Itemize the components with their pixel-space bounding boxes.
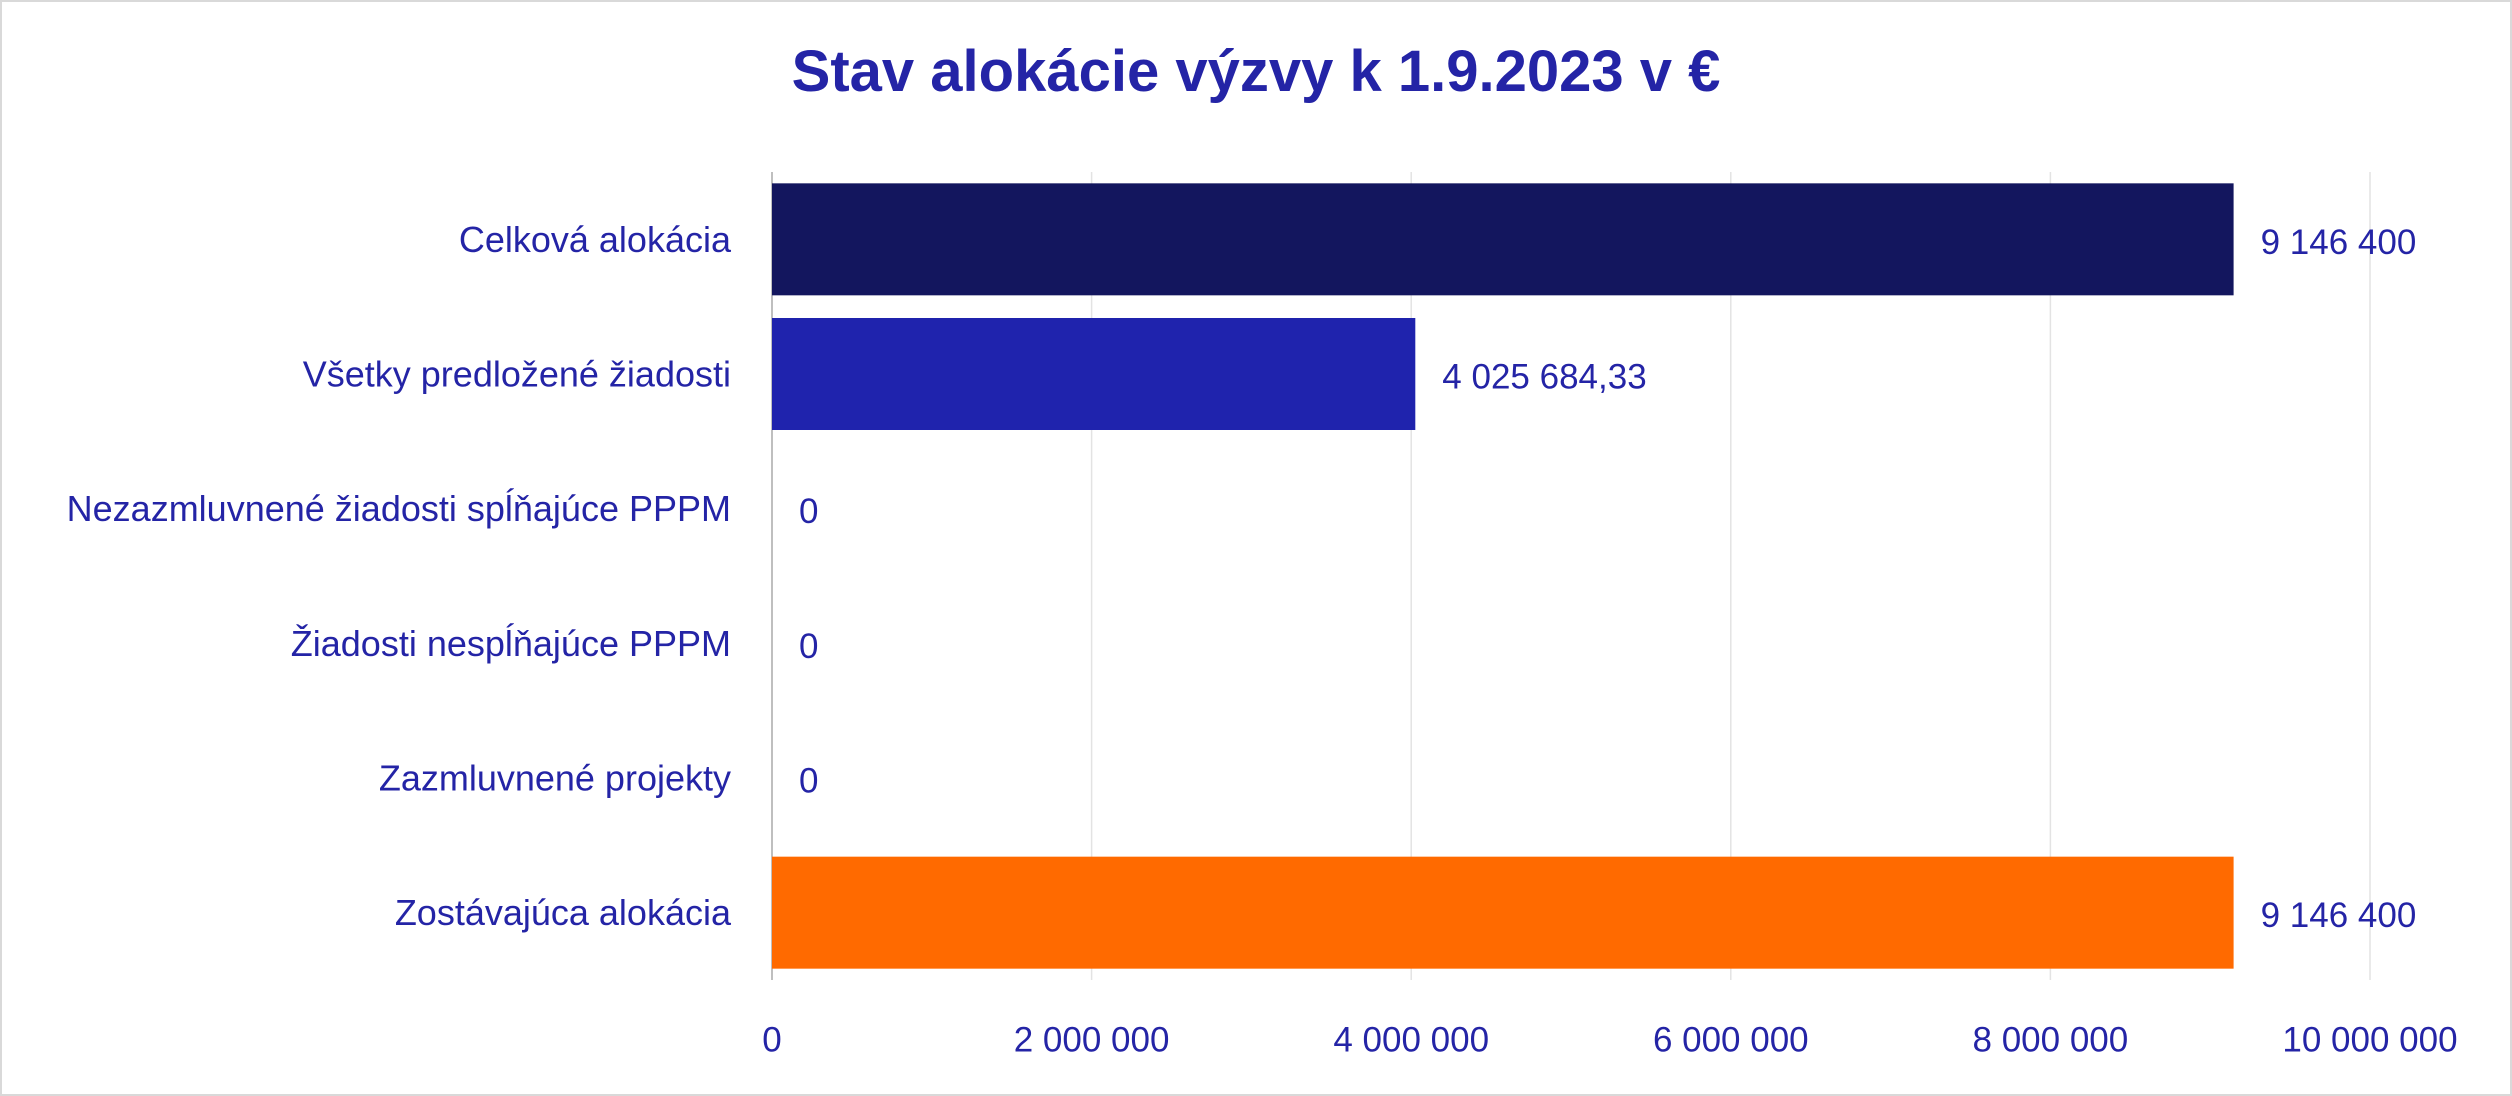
x-tick-label: 0 xyxy=(762,1021,781,1060)
data-labels: 9 146 400 4 025 684,33 0 0 0 9 146 400 xyxy=(799,223,2416,935)
category-label: Žiadosti nespĺňajúce PPPM xyxy=(291,622,731,664)
bar xyxy=(772,856,2234,969)
data-label: 9 146 400 xyxy=(2261,223,2417,262)
category-labels: Celková alokácia Všetky predložené žiados… xyxy=(67,219,732,933)
gridlines xyxy=(771,172,2371,980)
category-label: Zostávajúca alokácia xyxy=(395,892,732,933)
data-label: 9 146 400 xyxy=(2261,896,2417,935)
chart-title: Stav alokácie výzvy k 1.9.2023 v € xyxy=(791,39,1721,104)
data-label: 0 xyxy=(799,762,818,801)
data-label: 0 xyxy=(799,492,818,531)
bar xyxy=(772,183,2234,296)
x-tick-label: 10 000 000 xyxy=(2282,1021,2457,1060)
bars xyxy=(772,183,2234,969)
data-label: 0 xyxy=(799,627,818,666)
bar xyxy=(772,318,1416,430)
category-label: Celková alokácia xyxy=(459,219,732,260)
category-label: Nezazmluvnené žiadosti spĺňajúce PPPM xyxy=(67,487,731,529)
x-tick-label: 6 000 000 xyxy=(1653,1021,1809,1060)
x-axis-tick-labels: 0 2 000 000 4 000 000 6 000 000 8 000 000 10 … xyxy=(762,1021,2457,1060)
x-tick-label: 8 000 000 xyxy=(1973,1021,2129,1060)
x-tick-label: 2 000 000 xyxy=(1014,1021,1170,1060)
data-label: 4 025 684,33 xyxy=(1442,358,1646,397)
x-tick-label: 4 000 000 xyxy=(1333,1021,1489,1060)
category-label: Všetky predložené žiadosti xyxy=(303,354,731,395)
category-label: Zazmluvnené projekty xyxy=(379,758,731,799)
